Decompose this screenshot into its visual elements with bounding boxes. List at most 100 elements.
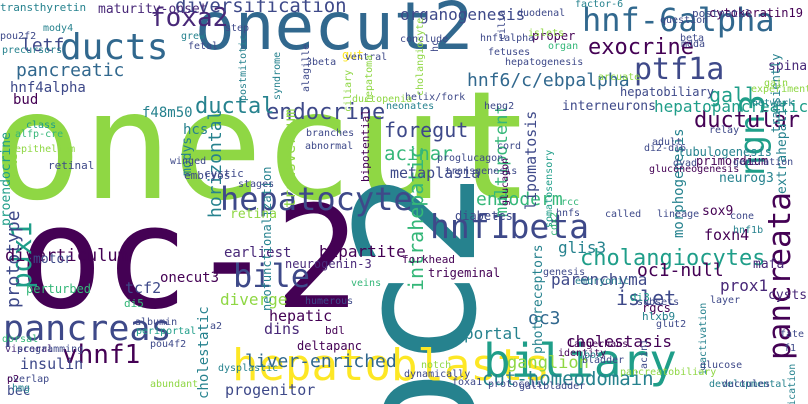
word-question: question <box>660 15 709 26</box>
word-glucose: glucose <box>700 360 743 371</box>
word-dyad: dyad <box>673 158 698 169</box>
word-isl1: isl1 <box>9 153 20 178</box>
word-visceral: visceral <box>5 344 54 355</box>
word-islet: islet <box>616 286 677 310</box>
word-layer: layer <box>710 295 741 306</box>
word-a2: a2 <box>210 321 223 332</box>
word-tubulogenesis: tubulogenesis <box>678 145 772 159</box>
word-cilia: cilia <box>497 9 508 40</box>
word-dorsal: dorsal <box>2 334 39 345</box>
word-hnf1b: hnf1b <box>733 225 764 236</box>
word-albumin: albumin <box>135 317 178 328</box>
word-factor-6: factor-6 <box>575 0 624 10</box>
word-foregut: foregut <box>384 118 469 142</box>
word-3beta: 3beta <box>306 57 337 68</box>
word-hcs: hcs <box>183 122 209 138</box>
word-ganglion: ganglion <box>507 353 589 373</box>
word-transversum: transversum <box>281 108 299 208</box>
word-identity: identity <box>558 348 607 359</box>
word-hnfs: hnfs <box>556 208 581 219</box>
word-precursors: precursors <box>2 45 63 56</box>
word-diversification: diversification <box>175 0 347 17</box>
word-fetuses: fetuses <box>488 47 531 58</box>
word-humerous: humerous <box>305 296 354 307</box>
word-grew: grew <box>181 31 206 42</box>
word-foxn4: foxn4 <box>704 226 750 244</box>
word-cholangiocytes: cholangiocytes <box>580 246 766 271</box>
word-developmental: developmental <box>709 379 788 390</box>
word-alfp-cre: alfp-cre <box>15 129 64 140</box>
word-prox1: prox1 <box>720 276 769 295</box>
word-class: class <box>26 120 57 131</box>
word-islets: islets <box>528 28 565 39</box>
word-ptf1a: ptf1a <box>634 52 725 87</box>
word-oc3: oc3 <box>528 308 561 329</box>
word-veins: veins <box>351 278 382 289</box>
word-ductules: ductules <box>722 379 771 390</box>
word-transgenesis: transgenesis <box>445 166 518 177</box>
word-bec: bec <box>7 384 31 399</box>
word-letf: letf <box>21 35 65 56</box>
word-neonates: neonates <box>386 101 435 112</box>
word-foxa1: foxa1 <box>452 377 483 388</box>
word-dysplastic: dysplastic <box>218 363 279 374</box>
word-acinar: acinar <box>384 143 453 165</box>
word-tcf2: tcf2 <box>125 279 162 297</box>
word-dynamically: dynamically <box>404 369 471 380</box>
word-onecut3: onecut3 <box>160 270 220 286</box>
word-retina: retina <box>230 207 277 222</box>
word-glis3: glis3 <box>558 238 607 257</box>
word-interneurons: interneurons <box>562 99 656 114</box>
word-endocrine: endocrine <box>266 100 386 125</box>
word-hepatogenesis: hepatogenesis <box>505 57 584 68</box>
word-primordium: primordium <box>696 154 769 168</box>
word-fate: fate <box>780 329 805 340</box>
word-notch: notch <box>421 360 452 371</box>
word-photoreceptors: photoreceptors <box>531 244 546 354</box>
word-embryos: embryos <box>184 169 231 182</box>
word-proendocrine: proendocrine <box>0 132 14 226</box>
word-pancreas: pancreas <box>3 309 172 349</box>
word-generation: generation <box>733 157 794 168</box>
word-branches: branches <box>306 128 355 139</box>
word-programming: programming <box>17 344 84 355</box>
word-hmg: hmg <box>12 383 31 394</box>
word-retinal: retinal <box>48 159 95 172</box>
word-onecut: onecut <box>0 60 534 234</box>
word-cysts: cysts <box>768 288 808 303</box>
word-mody4: mody4 <box>43 23 74 34</box>
word-gall: gall <box>709 83 758 107</box>
word-organ: organ <box>548 41 579 52</box>
word-glucagon: glucagon <box>500 157 511 206</box>
word-organogenesis: organogenesis <box>400 5 526 24</box>
word-glut2: glut2 <box>656 319 687 330</box>
word-motor: motor <box>33 252 73 267</box>
word-winged: winged <box>170 156 207 167</box>
word-hnf-6alpha: hnf-6alpha <box>582 1 775 39</box>
word-cone: cone <box>730 211 755 222</box>
word-hepatoblasts: hepatoblasts <box>232 340 550 391</box>
word-endoderm: endoderm <box>476 189 563 210</box>
word-di2-di6: di2-di6 <box>644 143 687 154</box>
word-hepg2: hepg2 <box>484 101 515 112</box>
word-diverge: diverge <box>220 290 288 309</box>
word-pancreatic: pancreatic <box>16 60 125 81</box>
word-vhnf1: vhnf1 <box>62 340 141 370</box>
word-specification: specification <box>787 363 798 404</box>
word-portal: portal <box>464 324 522 343</box>
word-bud: bud <box>13 92 39 108</box>
word-abundant: abundant <box>150 379 199 390</box>
word-hepatopancreatic: hepatopancreatic <box>654 97 808 116</box>
word-beta: beta <box>680 33 705 44</box>
word-diabetes: diabetes <box>455 209 513 223</box>
word-diverticulum: diverticulum <box>5 246 128 266</box>
word-bladder: bladder <box>582 355 625 366</box>
word-fetal: fetal <box>188 41 219 52</box>
word-cut-homeodomain: cut-homeodomain <box>482 368 654 390</box>
word-hnf1beta: hnf1beta <box>430 207 589 246</box>
word-lineage: lineage <box>657 209 700 220</box>
word-rgcs: rgcs <box>642 301 671 315</box>
word-pou2f2: pou2f2 <box>0 31 37 42</box>
word-protocols: protocols <box>488 379 543 390</box>
word-di5: di5 <box>124 297 144 310</box>
